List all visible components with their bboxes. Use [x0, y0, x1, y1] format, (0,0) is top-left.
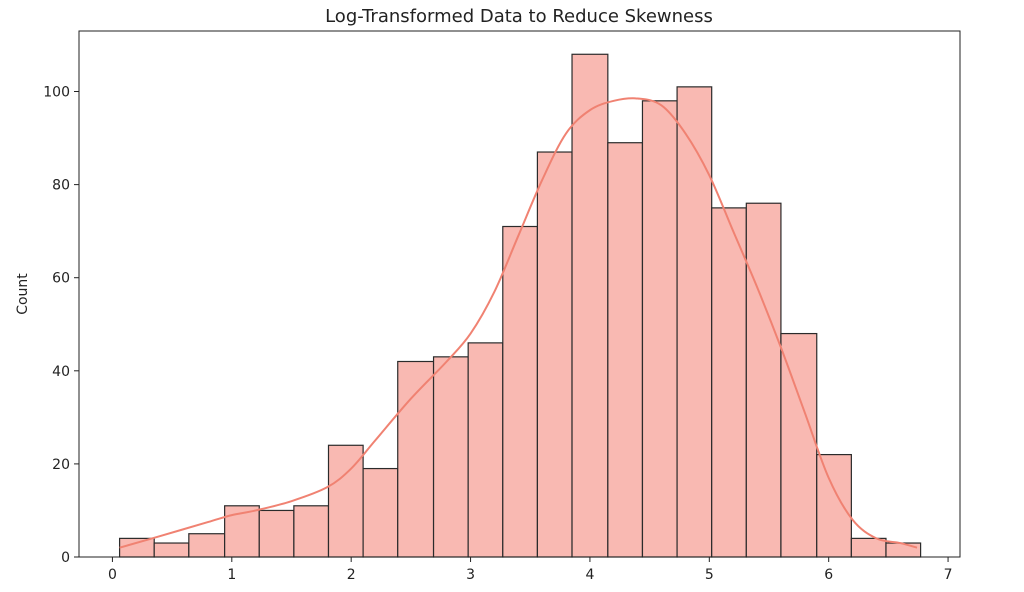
histogram-bar-21: [850, 537, 887, 558]
y-tick-label-0: 0: [61, 550, 70, 566]
x-tick-label-1: 1: [227, 567, 236, 583]
histogram-bar-18: [745, 202, 782, 558]
x-tick-label-2: 2: [347, 567, 356, 583]
y-tick-label-100: 100: [43, 85, 70, 101]
x-tick-label-5: 5: [705, 567, 714, 583]
histogram-bar-20: [816, 453, 852, 558]
histogram-bar-22: [885, 542, 922, 558]
histogram-bar-12: [536, 151, 573, 558]
histogram-bar-17: [711, 207, 747, 558]
histogram-bar-7: [362, 467, 399, 558]
x-tick-label-7: 7: [944, 567, 953, 583]
histogram-bar-9: [432, 356, 469, 558]
chart-title: Log-Transformed Data to Reduce Skewness: [325, 6, 713, 27]
histogram-bars: [118, 53, 922, 558]
histogram-bar-2: [188, 533, 226, 558]
histogram-bar-0: [118, 537, 155, 558]
histogram-bar-4: [258, 509, 295, 558]
histogram-bar-15: [641, 100, 678, 558]
histogram-bar-10: [467, 342, 504, 558]
plot-frame: [78, 30, 961, 558]
x-tick-label-3: 3: [466, 567, 475, 583]
histogram-bar-3: [224, 505, 260, 558]
histogram-bar-1: [153, 542, 190, 558]
y-axis-label: Count: [15, 273, 31, 315]
axes: 0 1 2 3 4 5 6 7 0 20 40 60 80 100: [43, 30, 961, 583]
x-tick-label-6: 6: [824, 567, 833, 583]
x-tick-label-4: 4: [585, 567, 594, 583]
kde-curve-group: [119, 97, 918, 549]
histogram-bar-13: [571, 53, 609, 558]
histogram-bar-14: [607, 142, 644, 558]
y-tick-label-60: 60: [52, 271, 70, 287]
y-tick-label-20: 20: [52, 457, 70, 473]
x-tick-label-0: 0: [108, 567, 117, 583]
y-tick-label-40: 40: [52, 364, 70, 380]
histogram-bar-11: [502, 225, 539, 558]
histogram-bar-5: [293, 505, 330, 558]
histogram-bar-8: [397, 360, 435, 558]
histogram-bar-16: [676, 86, 713, 558]
histogram-bar-19: [780, 332, 818, 558]
y-tick-label-80: 80: [52, 178, 70, 194]
histogram-bar-6: [327, 444, 364, 558]
kde-curve: [119, 97, 918, 549]
